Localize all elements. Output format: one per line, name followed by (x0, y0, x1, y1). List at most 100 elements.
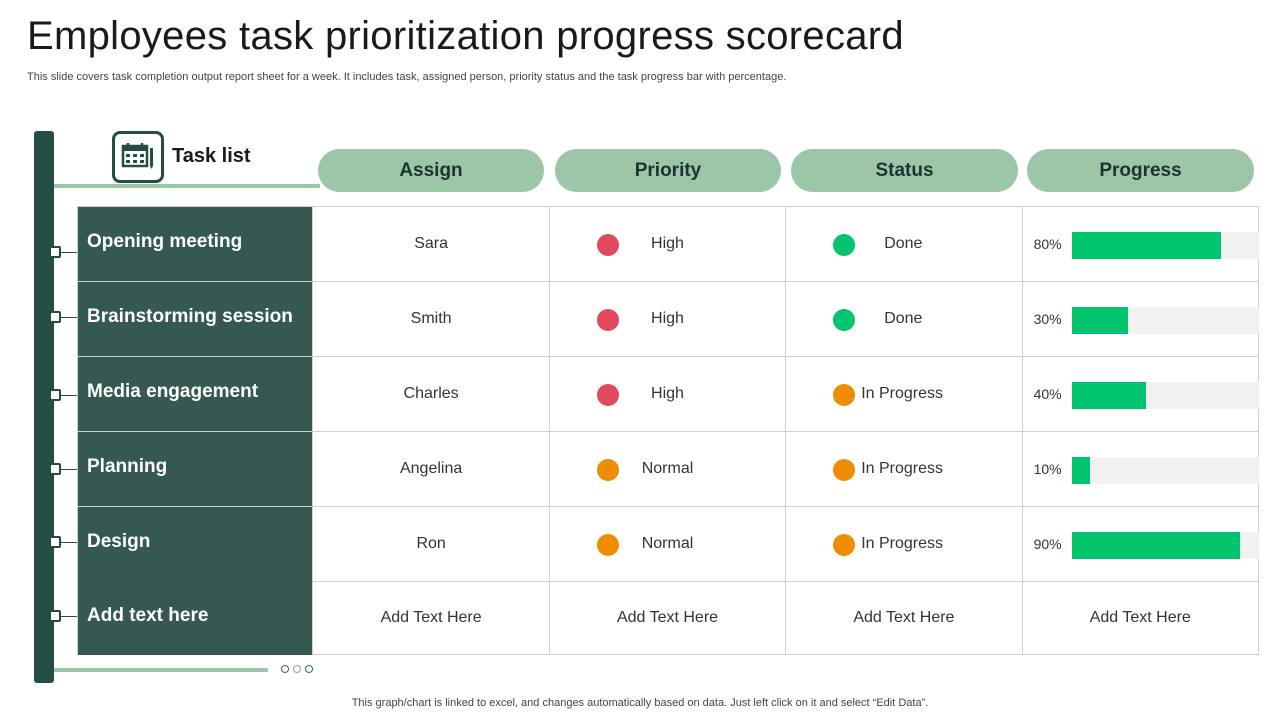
progress-cell: 40% (1023, 357, 1259, 431)
assignee: Ron (416, 535, 446, 552)
page-title: Employees task prioritization progress s… (27, 14, 904, 58)
task-name: Opening meeting (78, 207, 314, 281)
progress-bar (1071, 232, 1222, 259)
priority-label: Normal (641, 535, 694, 552)
status-cell: In Progress (786, 432, 1023, 506)
status-label: Done (884, 235, 923, 252)
progress-track (1071, 532, 1259, 559)
status-cell: In Progress (786, 357, 1023, 431)
timeline-connector (61, 317, 77, 318)
priority-indicator (596, 234, 619, 256)
status-label: In Progress (861, 460, 944, 477)
task-name[interactable]: Add text here (78, 581, 314, 655)
timeline-node (49, 389, 61, 401)
timeline-connector (61, 469, 77, 470)
table-row: Media engagement Charles High In Progres… (78, 357, 1259, 432)
progress-cell: 90% (1023, 507, 1259, 581)
priority-label: Normal (641, 460, 694, 477)
priority-label: High (651, 385, 684, 402)
task-name: Brainstorming session (78, 282, 314, 356)
placeholder-text[interactable]: Add Text Here (616, 609, 719, 626)
progress-cell: 80% (1023, 207, 1259, 281)
table-row: Design Ron Normal In Progress 90% (78, 507, 1259, 582)
status-label: Done (884, 310, 923, 327)
assign-cell: Angelina (313, 432, 550, 506)
column-header-progress: Progress (1027, 149, 1254, 192)
decorative-dots (281, 665, 313, 673)
placeholder-text[interactable]: Add Text Here (380, 609, 482, 626)
footer-note: This graph/chart is linked to excel, and… (351, 697, 929, 709)
timeline-node (49, 463, 61, 475)
assignee: Charles (403, 385, 459, 402)
progress-bar (1071, 532, 1240, 559)
timeline-node (49, 311, 61, 323)
table-row: Brainstorming session Smith High Done 30… (78, 282, 1259, 357)
progress-percent: 80% (1033, 236, 1062, 252)
priority-cell: High (550, 282, 787, 356)
progress-bar (1071, 382, 1147, 409)
progress-cell: Add Text Here (1023, 581, 1258, 655)
task-table: Opening meeting Sara High Done 80% Brain… (77, 206, 1259, 655)
placeholder-text[interactable]: Add Text Here (1089, 609, 1191, 626)
calendar-icon (112, 131, 164, 183)
priority-label: High (651, 235, 684, 252)
assignee: Smith (410, 310, 452, 327)
timeline-connector (61, 395, 77, 396)
dot (281, 665, 289, 673)
priority-cell: Normal (550, 432, 787, 506)
status-cell: Done (786, 282, 1023, 356)
progress-track (1071, 232, 1259, 259)
task-name: Media engagement (78, 357, 314, 431)
priority-indicator (596, 309, 619, 331)
column-header-status: Status (791, 149, 1018, 192)
timeline-node (49, 246, 61, 258)
timeline-connector (61, 616, 77, 617)
column-header-assign: Assign (318, 149, 544, 192)
task-list-heading: Task list (172, 145, 251, 167)
status-label: In Progress (861, 535, 944, 552)
progress-percent: 10% (1033, 461, 1062, 477)
assignee: Angelina (399, 460, 463, 477)
priority-cell: High (550, 357, 787, 431)
assign-cell: Ron (313, 507, 550, 581)
progress-percent: 30% (1033, 311, 1062, 327)
priority-indicator (596, 384, 619, 406)
status-cell: Add Text Here (786, 581, 1023, 655)
priority-cell: Normal (550, 507, 787, 581)
task-name: Planning (78, 432, 314, 506)
placeholder-text[interactable]: Add Text Here (853, 609, 955, 626)
timeline-connector (61, 542, 77, 543)
progress-track (1071, 382, 1259, 409)
status-indicator (833, 309, 856, 331)
column-header-priority: Priority (555, 149, 781, 192)
page-subtitle: This slide covers task completion output… (27, 71, 787, 83)
assignee: Sara (414, 235, 449, 252)
status-label: In Progress (861, 385, 944, 402)
timeline-node (49, 610, 61, 622)
status-cell: In Progress (786, 507, 1023, 581)
progress-cell: 10% (1023, 432, 1259, 506)
dot (305, 665, 313, 673)
status-cell: Done (786, 207, 1023, 281)
table-row: Planning Angelina Normal In Progress 10% (78, 432, 1259, 507)
progress-track (1071, 307, 1259, 334)
priority-cell: Add Text Here (550, 581, 787, 655)
progress-track (1071, 457, 1259, 484)
dot (293, 665, 301, 673)
status-indicator (833, 459, 856, 481)
priority-cell: High (550, 207, 787, 281)
progress-bar (1071, 457, 1091, 484)
assign-cell: Charles (313, 357, 550, 431)
progress-percent: 90% (1033, 536, 1062, 552)
progress-bar (1071, 307, 1128, 334)
assign-cell: Smith (313, 282, 550, 356)
priority-indicator (596, 459, 619, 481)
status-indicator (833, 534, 856, 556)
assign-cell: Sara (313, 207, 550, 281)
header-divider (54, 184, 320, 188)
status-indicator (833, 384, 856, 406)
priority-label: High (651, 310, 684, 327)
timeline-connector (61, 252, 77, 253)
progress-cell: 30% (1023, 282, 1259, 356)
footer-divider (54, 668, 268, 672)
